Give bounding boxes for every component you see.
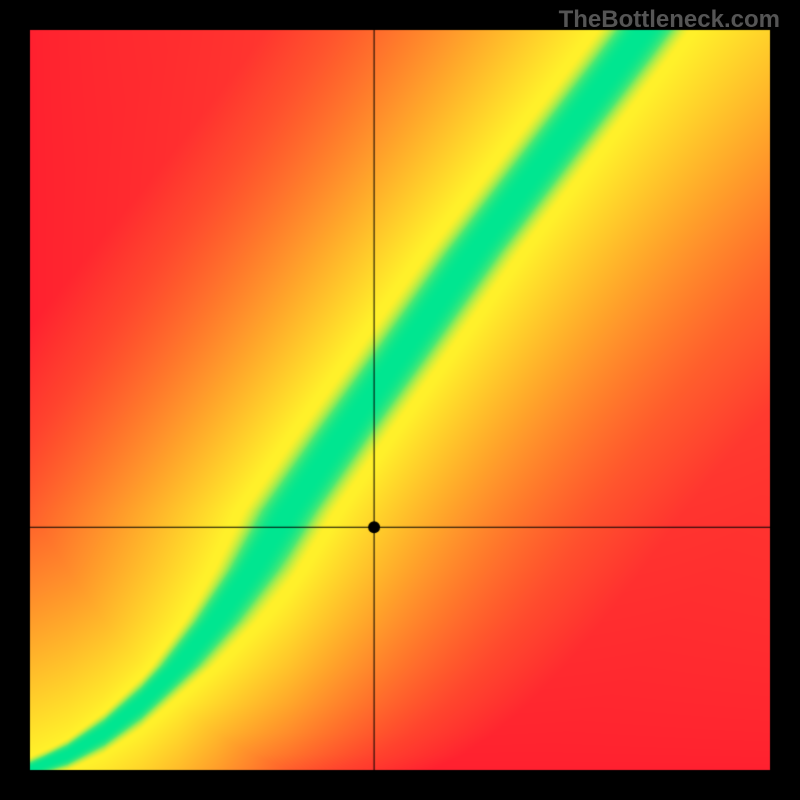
chart-container: TheBottleneck.com	[0, 0, 800, 800]
bottleneck-heatmap	[0, 0, 800, 800]
attribution-text: TheBottleneck.com	[559, 6, 780, 34]
